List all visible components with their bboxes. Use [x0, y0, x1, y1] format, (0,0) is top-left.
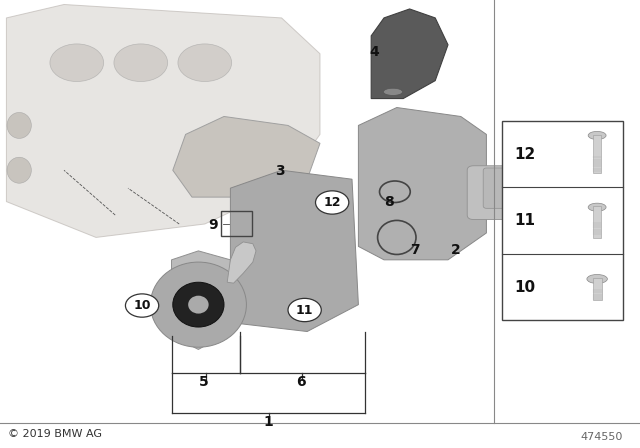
- Polygon shape: [230, 170, 358, 332]
- Text: 474550: 474550: [580, 432, 623, 442]
- Text: 3: 3: [275, 164, 285, 178]
- Ellipse shape: [383, 88, 403, 95]
- FancyBboxPatch shape: [467, 166, 531, 220]
- Bar: [593, 134, 601, 173]
- Ellipse shape: [7, 157, 31, 183]
- Ellipse shape: [588, 203, 606, 211]
- Text: 11: 11: [514, 213, 535, 228]
- Circle shape: [316, 191, 349, 214]
- FancyBboxPatch shape: [483, 168, 528, 208]
- Bar: [502, 121, 623, 320]
- Bar: [593, 206, 601, 238]
- Text: 10: 10: [514, 280, 535, 294]
- Polygon shape: [172, 251, 230, 349]
- Text: 2: 2: [451, 243, 461, 257]
- Circle shape: [288, 298, 321, 322]
- Text: 4: 4: [369, 44, 379, 59]
- Polygon shape: [371, 9, 448, 99]
- Ellipse shape: [587, 275, 607, 284]
- Ellipse shape: [588, 131, 606, 139]
- Text: 12: 12: [323, 196, 341, 209]
- Bar: [593, 278, 602, 300]
- Text: 10: 10: [133, 299, 151, 312]
- Circle shape: [50, 44, 104, 82]
- Polygon shape: [227, 242, 256, 283]
- Ellipse shape: [188, 296, 209, 314]
- Circle shape: [178, 44, 232, 82]
- Text: 6: 6: [296, 375, 306, 389]
- Text: 8: 8: [384, 195, 394, 210]
- Text: 5: 5: [198, 375, 209, 389]
- Ellipse shape: [173, 282, 224, 327]
- Text: 7: 7: [410, 243, 420, 257]
- Text: 9: 9: [208, 218, 218, 232]
- Circle shape: [114, 44, 168, 82]
- Text: 12: 12: [514, 147, 535, 162]
- Polygon shape: [358, 108, 486, 260]
- Ellipse shape: [7, 112, 31, 138]
- Text: © 2019 BMW AG: © 2019 BMW AG: [8, 429, 102, 439]
- Polygon shape: [6, 4, 320, 237]
- Text: 11: 11: [296, 303, 314, 317]
- Text: 1: 1: [264, 415, 274, 429]
- Circle shape: [125, 294, 159, 317]
- Polygon shape: [173, 116, 320, 197]
- Ellipse shape: [150, 262, 246, 347]
